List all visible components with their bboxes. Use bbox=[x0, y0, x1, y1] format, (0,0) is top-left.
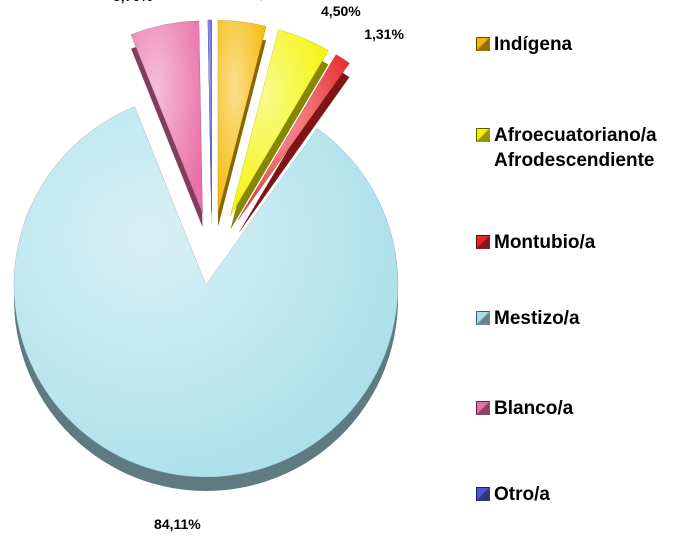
legend-swatch bbox=[476, 401, 490, 415]
slice-shine bbox=[131, 20, 203, 213]
slice-shine bbox=[14, 106, 398, 478]
legend-swatch bbox=[476, 128, 490, 142]
legend-label: Indígena bbox=[494, 34, 573, 55]
legend-item: Blanco/a bbox=[476, 396, 692, 421]
pie-area: 4,02%4,50%1,31%84,11%5,76%0,30% bbox=[13, 0, 404, 532]
value-label: 1,31% bbox=[364, 26, 404, 42]
value-label: 4,50% bbox=[321, 3, 361, 19]
legend-label: Montubio/a bbox=[494, 232, 596, 253]
slice-shine bbox=[207, 20, 212, 213]
legend-swatch bbox=[476, 37, 490, 51]
legend-label: Blanco/a bbox=[494, 398, 574, 419]
legend-item: Mestizo/a bbox=[476, 306, 692, 331]
slice-shine bbox=[238, 54, 350, 220]
legend-item: Indígena bbox=[476, 32, 692, 57]
legend-swatch bbox=[476, 311, 490, 325]
legend-label: Mestizo/a bbox=[494, 308, 580, 329]
value-label: 84,11% bbox=[154, 516, 201, 532]
legend-swatch bbox=[476, 235, 490, 249]
value-label: 5,76% bbox=[113, 0, 153, 4]
legend-swatch bbox=[476, 487, 490, 501]
legend-item: Afroecuatoriano/a Afrodescendiente bbox=[476, 123, 692, 173]
slice-shine bbox=[218, 20, 267, 213]
slice-shine bbox=[230, 29, 329, 216]
legend-label: Afroecuatoriano/a Afrodescendiente bbox=[494, 125, 657, 171]
legend-item: Otro/a bbox=[476, 482, 692, 507]
slice-side bbox=[238, 68, 350, 234]
legend-label: Otro/a bbox=[494, 484, 550, 505]
value-label: 4,02% bbox=[252, 0, 292, 1]
legend-item: Montubio/a bbox=[476, 230, 692, 255]
